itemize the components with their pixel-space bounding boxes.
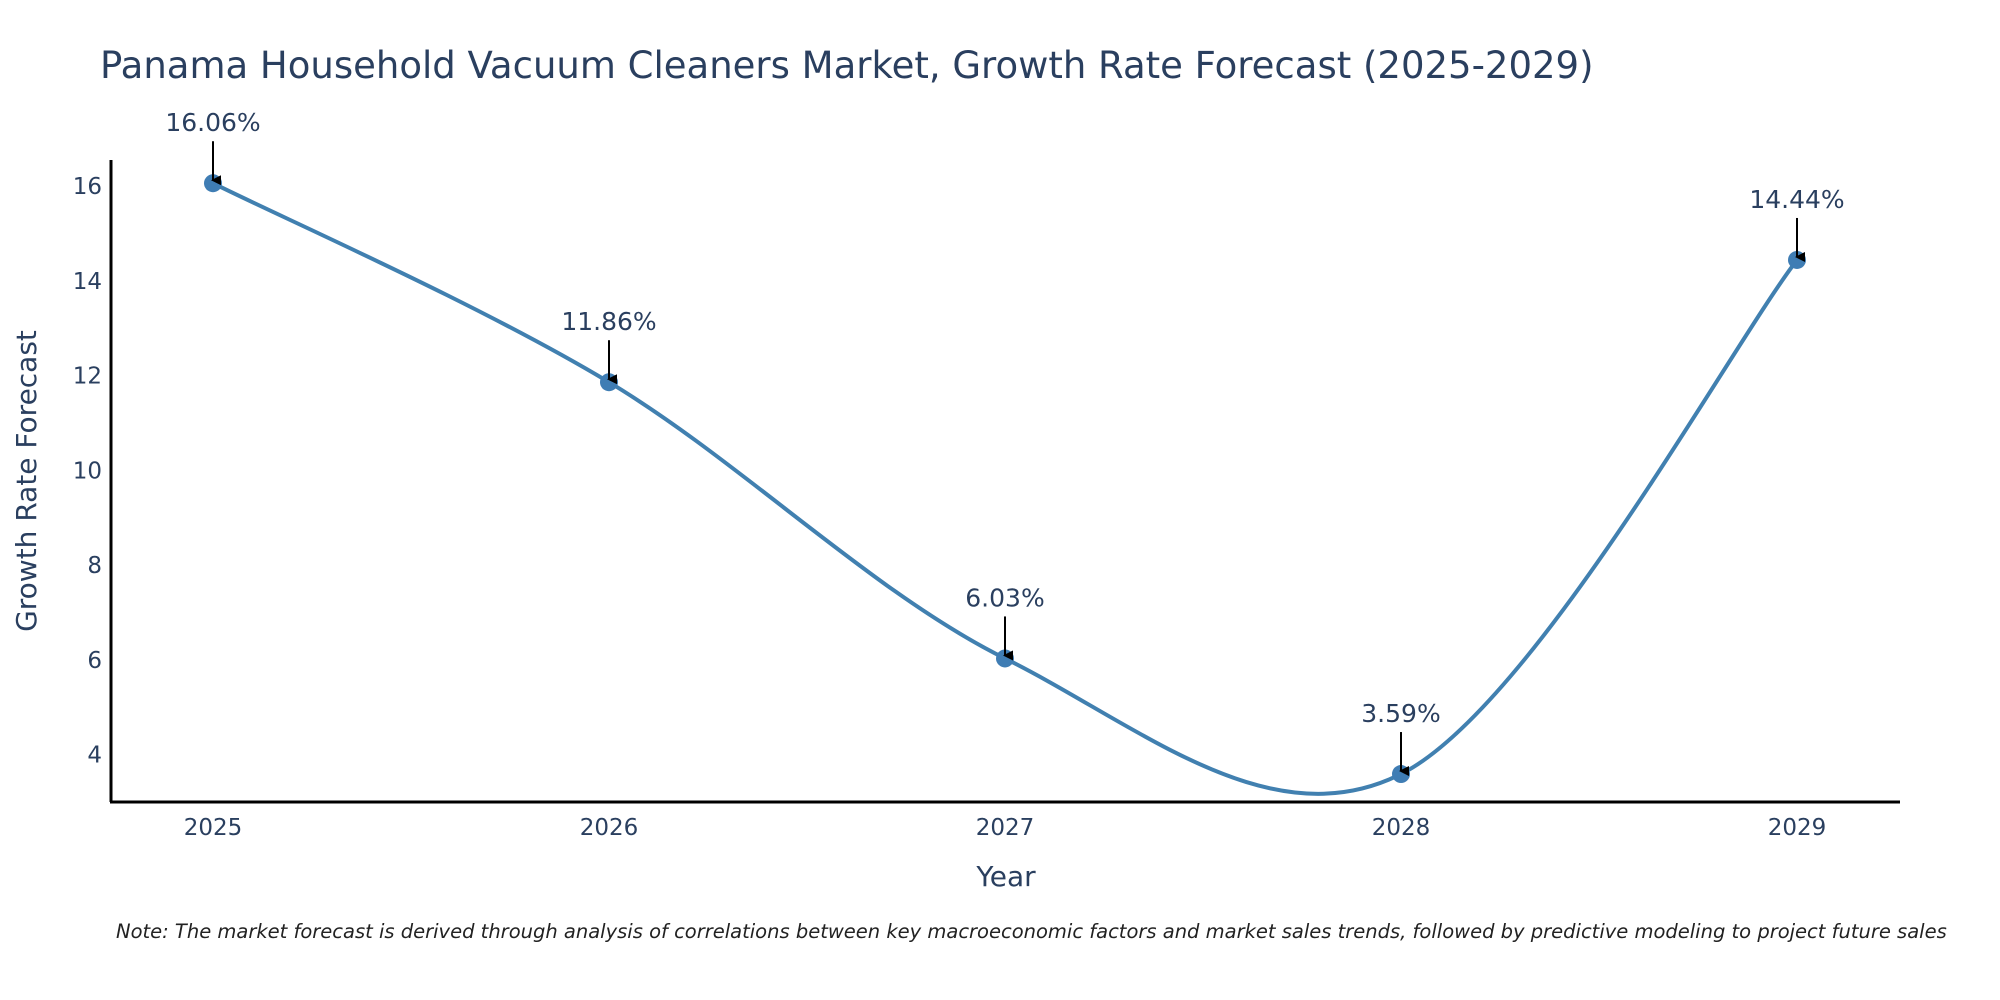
- x-tick-label: 2029: [1768, 815, 1827, 841]
- data-label: 14.44%: [1749, 185, 1844, 214]
- data-label: 16.06%: [165, 108, 260, 137]
- chart-title: Panama Household Vacuum Cleaners Market,…: [100, 44, 1594, 87]
- y-tick-label: 14: [73, 269, 102, 295]
- x-tick-label: 2028: [1372, 815, 1431, 841]
- data-labels: 16.06% 11.86% 6.03% 3.59% 14.44%: [165, 108, 1845, 777]
- data-label: 3.59%: [1361, 699, 1440, 728]
- data-label: 6.03%: [965, 583, 1044, 612]
- data-label: 11.86%: [561, 307, 656, 336]
- x-tick-label: 2026: [580, 815, 639, 841]
- x-tick-label: 2025: [184, 815, 243, 841]
- y-tick-label: 6: [87, 648, 102, 674]
- y-axis-ticks: 4 6 8 10 12 14 16: [73, 174, 102, 769]
- x-axis-ticks: 2025 2026 2027 2028 2029: [184, 815, 1827, 841]
- y-axis-title: Growth Rate Forecast: [10, 330, 43, 632]
- x-tick-label: 2027: [976, 815, 1035, 841]
- y-tick-label: 8: [87, 553, 102, 579]
- x-axis-title: Year: [975, 860, 1036, 893]
- y-tick-label: 4: [87, 743, 102, 769]
- y-tick-label: 12: [73, 364, 102, 390]
- data-points: [204, 174, 1806, 784]
- y-tick-label: 10: [73, 458, 102, 484]
- footnote: Note: The market forecast is derived thr…: [116, 920, 1947, 943]
- growth-rate-line: [212, 181, 1799, 796]
- y-tick-label: 16: [73, 174, 102, 200]
